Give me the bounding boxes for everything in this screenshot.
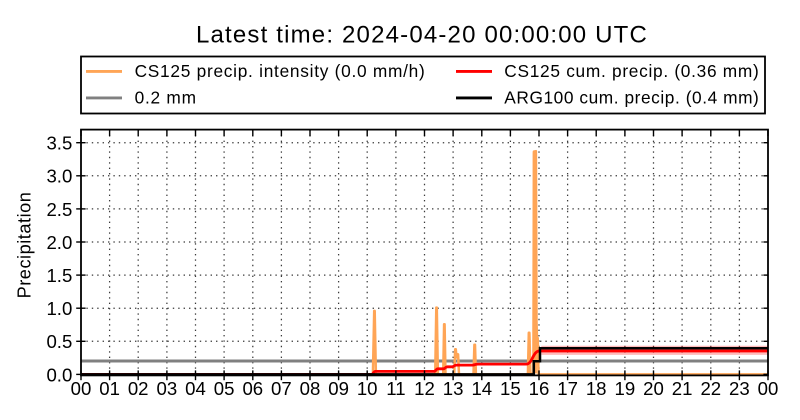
svg-text:2.0: 2.0	[46, 232, 72, 253]
svg-text:2.5: 2.5	[46, 199, 72, 220]
svg-text:13: 13	[443, 378, 464, 399]
svg-text:ARG100 cum. precip. (0.4 mm): ARG100 cum. precip. (0.4 mm)	[504, 87, 759, 107]
svg-text:16: 16	[529, 378, 550, 399]
svg-text:01: 01	[99, 378, 120, 399]
svg-text:18: 18	[586, 378, 607, 399]
svg-text:12: 12	[414, 378, 435, 399]
svg-text:Precipitation: Precipitation	[15, 192, 35, 299]
svg-text:00: 00	[71, 378, 92, 399]
svg-text:1.5: 1.5	[46, 265, 72, 286]
svg-text:Latest time: 2024-04-20 00:00:: Latest time: 2024-04-20 00:00:00 UTC	[196, 22, 648, 49]
svg-text:11: 11	[386, 378, 405, 399]
svg-text:00: 00	[758, 378, 779, 399]
svg-text:10: 10	[357, 378, 378, 399]
svg-text:0.0: 0.0	[46, 364, 72, 385]
svg-text:17: 17	[557, 378, 578, 399]
svg-text:09: 09	[328, 378, 349, 399]
svg-text:07: 07	[271, 378, 292, 399]
svg-text:04: 04	[185, 378, 206, 399]
svg-text:0.2 mm: 0.2 mm	[135, 87, 197, 107]
svg-text:3.5: 3.5	[46, 133, 72, 154]
svg-text:19: 19	[615, 378, 636, 399]
svg-text:05: 05	[214, 378, 235, 399]
svg-text:14: 14	[471, 378, 492, 399]
svg-text:22: 22	[700, 378, 721, 399]
svg-text:0.5: 0.5	[46, 331, 72, 352]
svg-text:3.0: 3.0	[46, 166, 72, 187]
svg-text:21: 21	[672, 378, 693, 399]
svg-text:08: 08	[300, 378, 321, 399]
svg-text:20: 20	[643, 378, 664, 399]
svg-text:1.0: 1.0	[46, 298, 72, 319]
svg-text:03: 03	[157, 378, 178, 399]
svg-text:06: 06	[242, 378, 263, 399]
svg-text:15: 15	[500, 378, 521, 399]
svg-text:CS125 cum. precip. (0.36 mm): CS125 cum. precip. (0.36 mm)	[504, 61, 759, 81]
svg-text:02: 02	[128, 378, 149, 399]
svg-text:23: 23	[729, 378, 750, 399]
svg-text:CS125 precip. intensity (0.0 m: CS125 precip. intensity (0.0 mm/h)	[135, 61, 426, 81]
